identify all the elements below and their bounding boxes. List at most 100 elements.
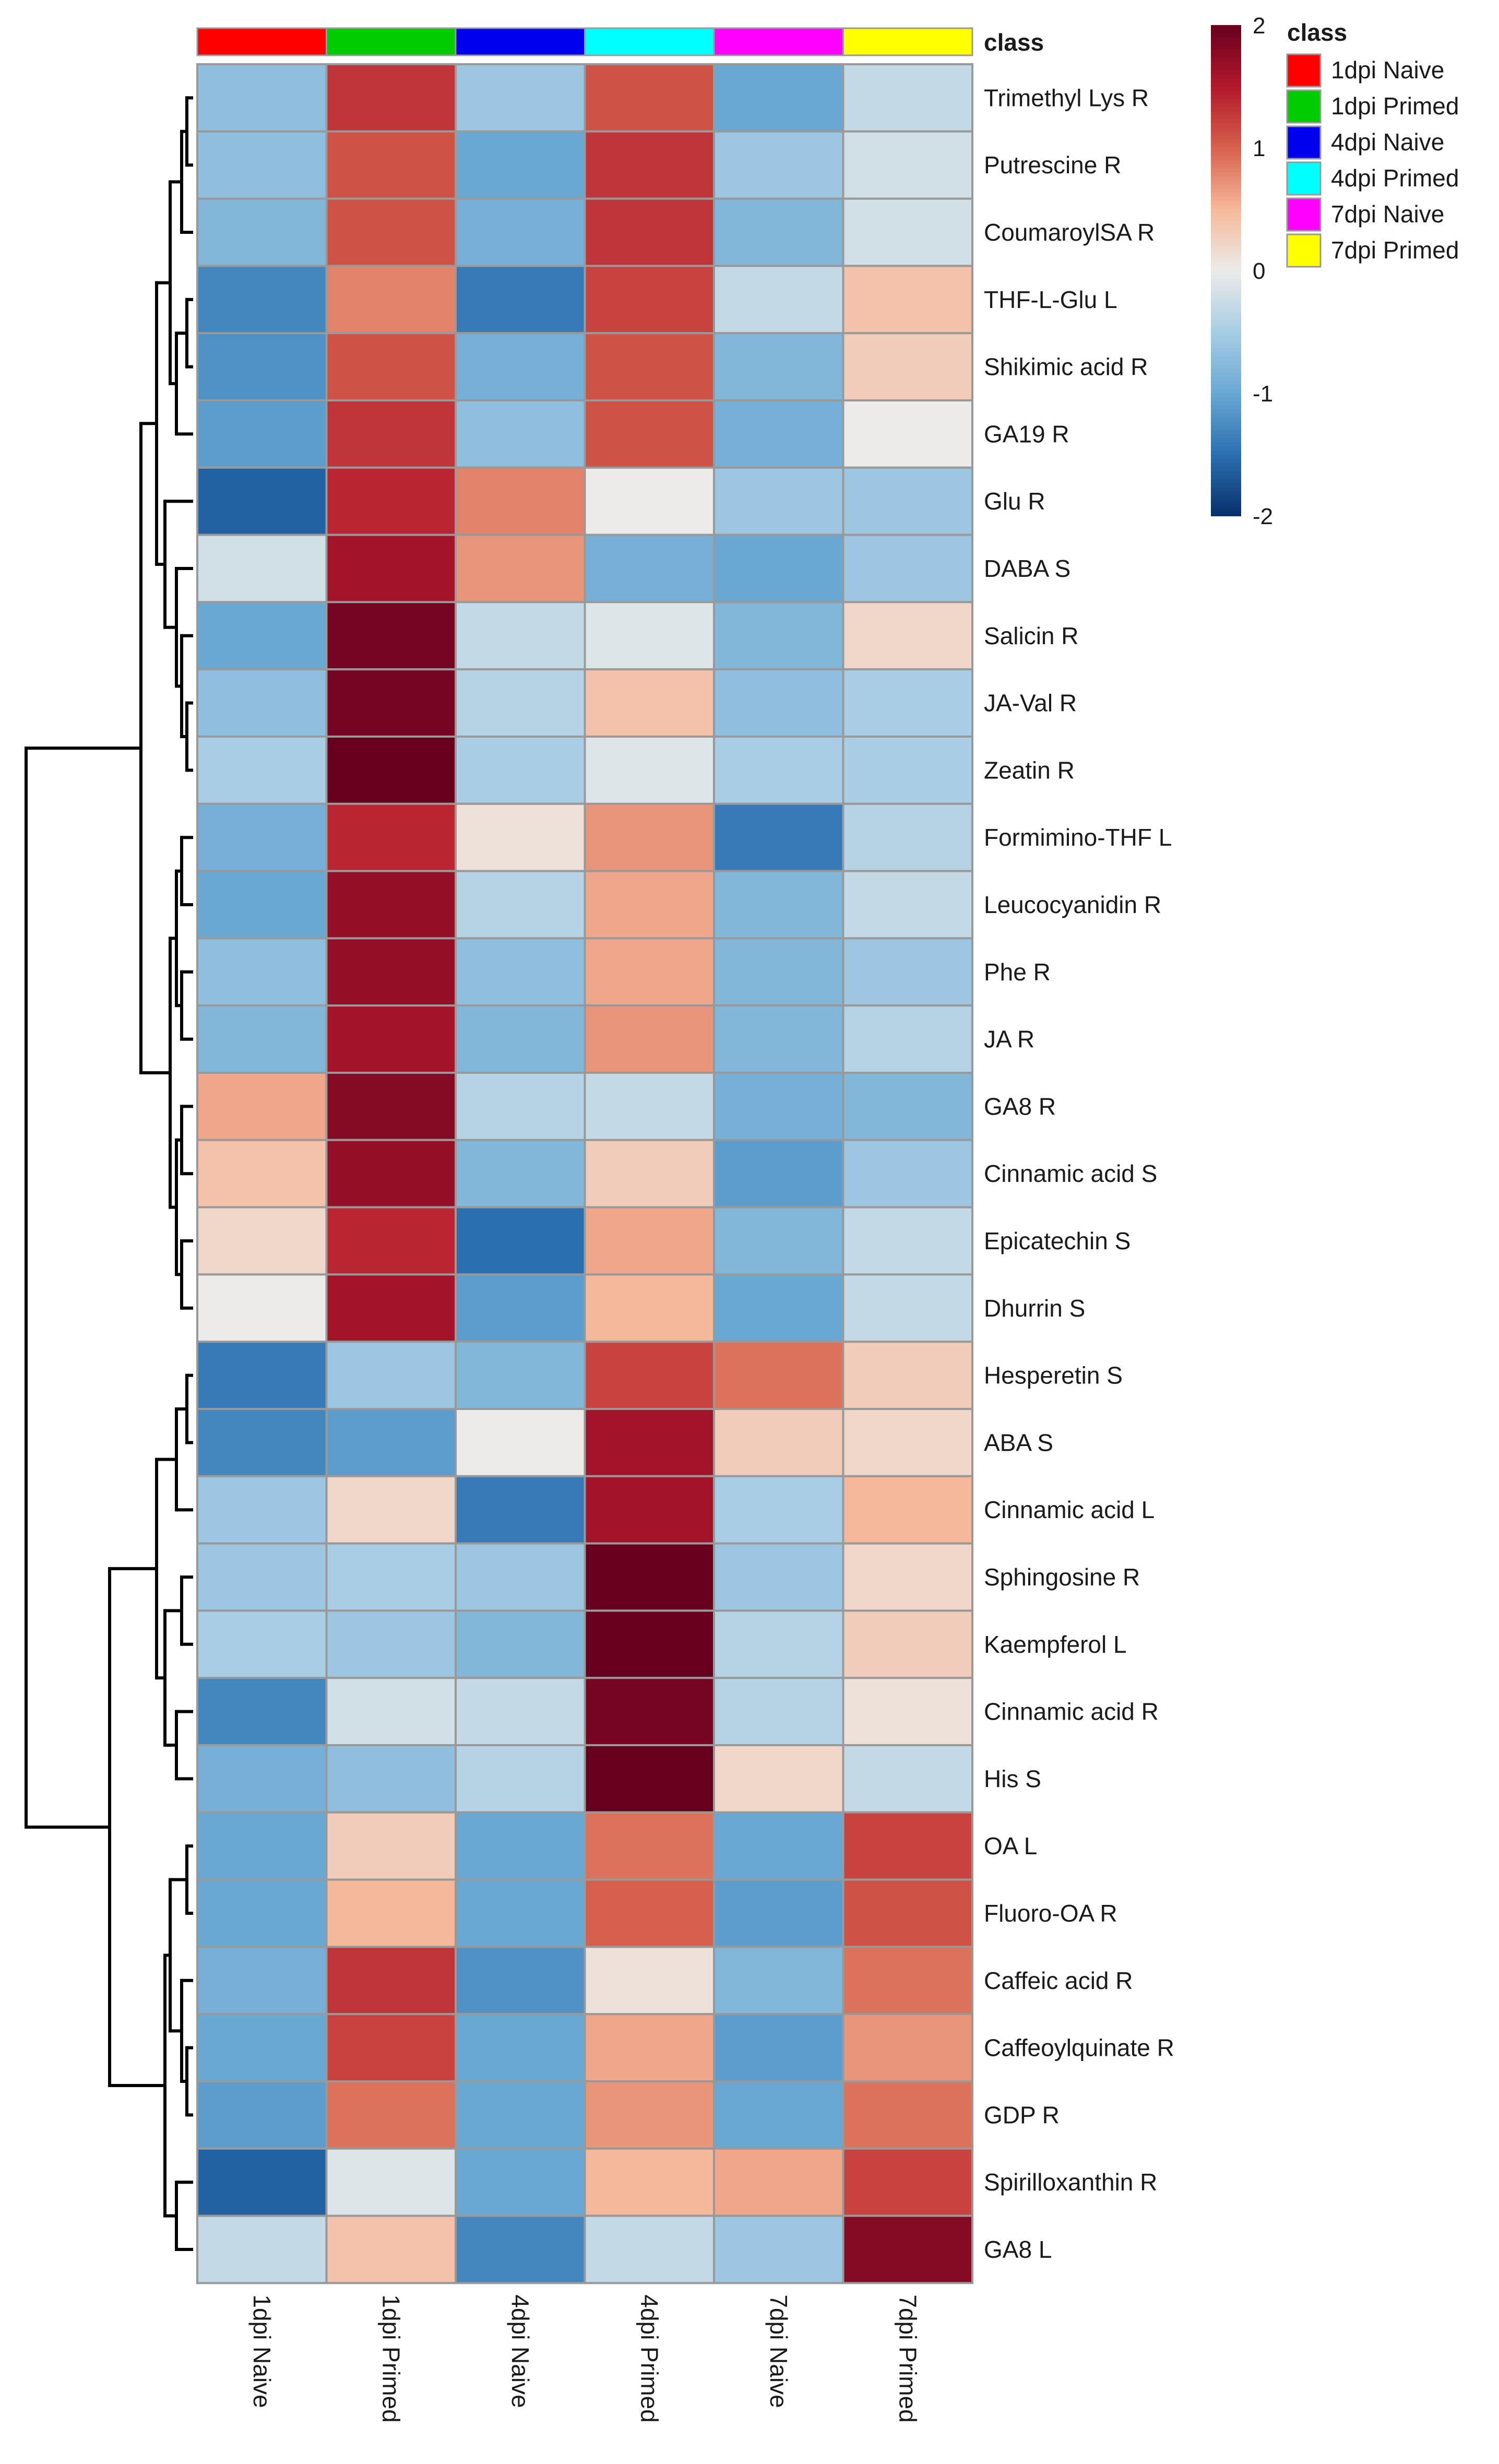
color-scale-segment [1211,467,1241,471]
heatmap-cell [584,399,715,469]
color-scale-segment [1211,254,1241,259]
row-label: Salicin R [984,622,1079,649]
row-label: GDP R [984,2101,1060,2128]
heatmap-cell [196,1475,328,1545]
color-scale-segment [1211,409,1241,414]
heatmap-cell [196,2080,328,2150]
column-label: 7dpi Primed [894,2294,921,2422]
heatmap-cell [325,197,457,267]
heatmap-cell [455,1341,586,1410]
heatmap-cell [713,332,844,402]
heatmap-cell [455,668,586,738]
heatmap-cell [713,466,844,536]
heatmap-cell [584,1811,715,1881]
class-legend-swatch [1286,53,1322,88]
heatmap-cell [842,1139,973,1209]
color-scale-segment [1211,315,1241,320]
heatmap-cell [196,736,328,805]
row-label: GA8 R [984,1093,1056,1120]
color-scale-segment [1211,258,1241,263]
heatmap-cell [325,2214,457,2284]
heatmap-cell [325,937,457,1007]
color-scale-segment [1211,151,1241,157]
color-scale-segment [1211,50,1241,54]
heatmap-cell [325,63,457,133]
heatmap-cell [713,2013,844,2082]
heatmap-cell [325,1609,457,1679]
heatmap-cell [325,2147,457,2217]
heatmap-cell [325,466,457,536]
heatmap-cell [325,534,457,603]
heatmap-cell [455,1139,586,1209]
heatmap-cell [842,1475,973,1545]
heatmap-cell [196,601,328,671]
color-scale-segment [1211,193,1241,197]
heatmap-cell [713,1677,844,1746]
color-scale-segment [1211,319,1241,324]
heatmap-cell [842,1744,973,1814]
heatmap-cell [325,1206,457,1276]
color-scale-segment [1211,376,1241,382]
heatmap-cell [196,1677,328,1746]
heatmap-cell [196,937,328,1007]
color-scale-segment [1211,303,1241,308]
heatmap-cell [842,736,973,805]
heatmap-cell [455,1542,586,1612]
color-scale-segment [1211,299,1241,304]
heatmap-cell [584,601,715,671]
heatmap-cell [584,332,715,402]
heatmap-cell [455,1206,586,1276]
heatmap-cell [584,736,715,805]
heatmap-cell [713,668,844,738]
row-label: Formimino-THF L [984,824,1172,851]
row-label: Cinnamic acid R [984,1698,1159,1725]
color-scale-segment [1211,327,1241,333]
color-scale-segment [1211,364,1241,369]
color-scale-segment [1211,37,1241,42]
heatmap-cell [455,1273,586,1343]
color-scale-segment [1211,434,1241,439]
row-label: Phe R [984,958,1051,986]
color-scale-segment [1211,225,1241,230]
heatmap-cell [842,534,973,603]
heatmap-cell [842,63,973,133]
color-scale-segment [1211,66,1241,71]
heatmap-cell [584,1408,715,1477]
heatmap-cell [584,265,715,335]
heatmap-cell [196,1004,328,1074]
heatmap-cell [584,1139,715,1209]
color-scale-segment [1211,381,1241,386]
color-scale-segment [1211,397,1241,402]
row-label: Cinnamic acid L [984,1496,1155,1523]
row-label: Spirilloxanthin R [984,2169,1157,2196]
heatmap-cell [325,1677,457,1746]
heatmap-cell [196,1341,328,1410]
heatmap-cell [713,937,844,1007]
heatmap-cell [713,1072,844,1141]
color-scale-segment [1211,413,1241,418]
heatmap-cell [713,2214,844,2284]
color-scale-segment [1211,209,1241,214]
color-scale-segment [1211,180,1241,185]
heatmap-cell [713,1609,844,1679]
heatmap-cell [196,130,328,200]
heatmap-cell [455,802,586,872]
heatmap-cell [325,1542,457,1612]
row-label: Hesperetin S [984,1362,1123,1389]
heatmap-cell [584,1004,715,1074]
heatmap-cell [713,197,844,267]
class-legend-label: 1dpi Naive [1331,56,1444,84]
column-label: 1dpi Primed [377,2294,405,2422]
heatmap-cell [325,1004,457,1074]
color-scale-segment [1211,401,1241,406]
color-scale-segment [1211,385,1241,390]
color-scale-segment [1211,41,1241,46]
color-scale-segment [1211,331,1241,337]
column-label: 4dpi Primed [636,2294,663,2422]
heatmap-cell [584,1072,715,1141]
row-label: Leucocyanidin R [984,891,1161,918]
heatmap-cell [196,2147,328,2217]
heatmap-cell [842,1609,973,1679]
column-label: 7dpi Naive [765,2294,792,2408]
